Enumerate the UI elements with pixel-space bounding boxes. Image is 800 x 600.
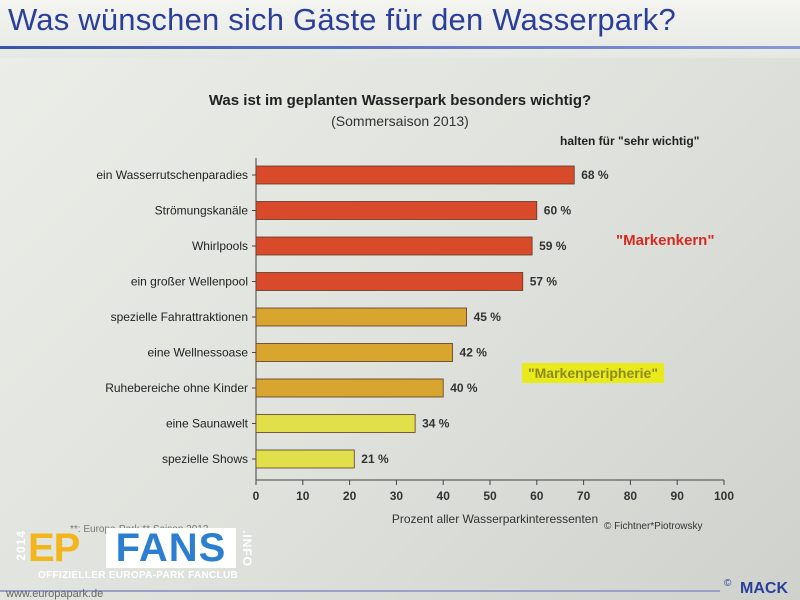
logo-year: 2014 (14, 530, 28, 561)
epfans-logo: 2014 EP FANS .INFO OFFIZIELLER EUROPA-PA… (14, 528, 264, 588)
bar-value-label: 45 % (474, 310, 502, 324)
bar (255, 449, 355, 469)
logo-fans: FANS (106, 528, 236, 568)
logo-info: .INFO (240, 530, 254, 567)
bar-value-label: 60 % (544, 204, 572, 218)
chart-title: Was ist im geplanten Wasserpark besonder… (208, 92, 592, 109)
category-label: spezielle Shows (162, 452, 248, 466)
x-axis-label: Prozent aller Wasserparkinteressenten (391, 512, 599, 526)
callout-markenperipherie: "Markenperipherie" (522, 363, 664, 383)
x-tick-label: 20 (343, 489, 357, 503)
mack-logo-text: MACK (740, 580, 788, 597)
chart-subtitle: (Sommersaison 2013) (331, 113, 469, 129)
category-label: eine Saunawelt (166, 417, 249, 431)
bar (255, 201, 538, 220)
slide-title: Was wünschen sich Gäste für den Wasserpa… (8, 2, 676, 37)
x-tick-label: 10 (296, 489, 310, 503)
bar-value-label: 21 % (361, 452, 389, 466)
credit-text: © Fichtner*Piotrowsky (604, 521, 703, 532)
x-tick-label: 0 (253, 489, 260, 503)
x-tick-label: 90 (671, 489, 685, 503)
logo-ep: EP (28, 526, 80, 570)
footer-rule (0, 590, 720, 592)
bar (255, 378, 444, 398)
value-column-heading: halten für "sehr wichtig" (560, 134, 700, 148)
x-tick-label: 100 (714, 489, 734, 503)
footer-url: www.europapark.de (6, 588, 104, 600)
bar-value-label: 68 % (581, 168, 609, 182)
category-label: Ruhebereiche ohne Kinder (105, 381, 248, 395)
bar-value-label: 40 % (450, 381, 478, 395)
x-tick-label: 70 (577, 489, 591, 503)
bar (255, 165, 575, 185)
category-label: eine Wellnessoase (147, 346, 248, 360)
bar-value-label: 42 % (460, 346, 488, 360)
title-rule (0, 46, 800, 49)
category-label: Strömungskanäle (155, 204, 249, 218)
bar (255, 307, 468, 327)
callout-markenkern: "Markenkern" (616, 232, 715, 249)
category-label: spezielle Fahrattraktionen (111, 310, 248, 324)
category-label: ein Wasserrutschenparadies (96, 168, 248, 182)
x-tick-label: 80 (624, 489, 638, 503)
x-tick-label: 30 (390, 489, 404, 503)
bar (255, 343, 453, 362)
logo-club: OFFIZIELLER EUROPA-PARK FANCLUB (38, 570, 239, 581)
bar-value-label: 57 % (530, 275, 558, 289)
category-label: ein großer Wellenpool (131, 275, 248, 289)
x-tick-label: 50 (483, 489, 497, 503)
bar (255, 414, 416, 433)
bar-value-label: 59 % (539, 239, 567, 253)
bar (255, 272, 524, 291)
x-tick-label: 40 (437, 489, 451, 503)
category-label: Whirlpools (192, 239, 248, 253)
bar (255, 236, 533, 256)
bar-value-label: 34 % (422, 417, 450, 431)
x-tick-label: 60 (530, 489, 544, 503)
mack-mark: © (724, 578, 732, 589)
